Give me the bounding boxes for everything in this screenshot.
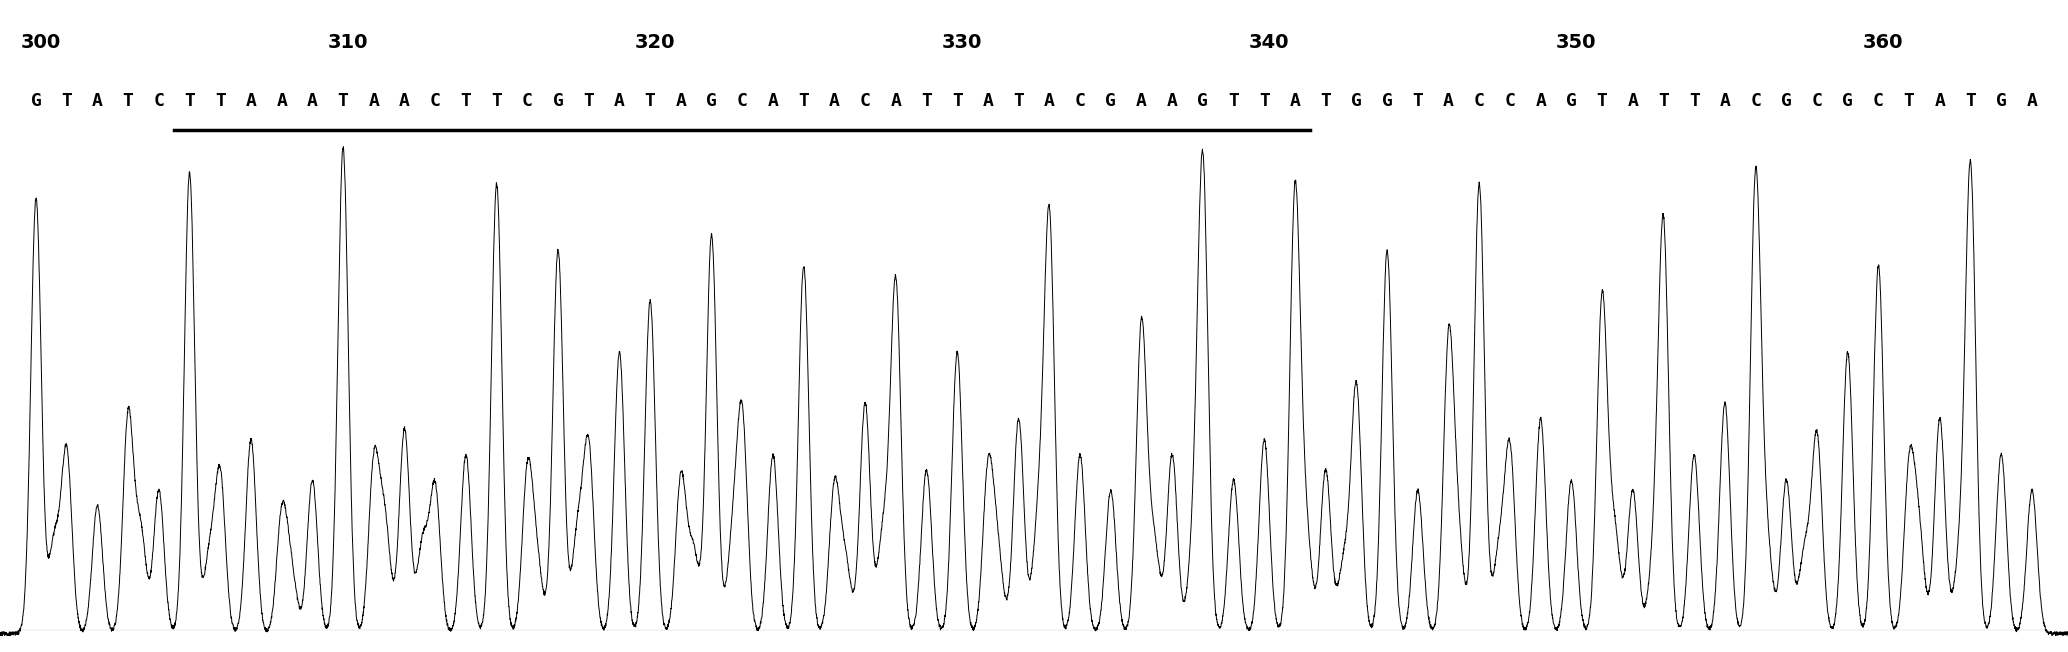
Text: G: G (705, 92, 718, 110)
Text: T: T (1690, 92, 1700, 110)
Text: A: A (368, 92, 378, 110)
Text: A: A (1443, 92, 1454, 110)
Text: G: G (1565, 92, 1576, 110)
Text: A: A (399, 92, 409, 110)
Text: C: C (1812, 92, 1822, 110)
Text: A: A (1934, 92, 1946, 110)
Text: 360: 360 (1863, 33, 1903, 52)
Text: C: C (153, 92, 163, 110)
Text: G: G (1197, 92, 1208, 110)
Text: A: A (306, 92, 318, 110)
Text: A: A (1628, 92, 1638, 110)
Text: A: A (246, 92, 256, 110)
Text: A: A (2027, 92, 2037, 110)
Text: T: T (184, 92, 194, 110)
Text: T: T (1259, 92, 1270, 110)
Text: C: C (521, 92, 534, 110)
Text: 340: 340 (1249, 33, 1290, 52)
Text: A: A (1044, 92, 1055, 110)
Text: T: T (461, 92, 472, 110)
Text: A: A (277, 92, 287, 110)
Text: A: A (1135, 92, 1148, 110)
Text: T: T (1659, 92, 1669, 110)
Text: C: C (860, 92, 871, 110)
Text: T: T (1412, 92, 1423, 110)
Text: T: T (62, 92, 72, 110)
Text: G: G (31, 92, 41, 110)
Text: A: A (1719, 92, 1731, 110)
Text: A: A (767, 92, 778, 110)
Text: G: G (1996, 92, 2006, 110)
Text: A: A (1166, 92, 1177, 110)
Text: T: T (798, 92, 809, 110)
Text: A: A (614, 92, 625, 110)
Text: T: T (122, 92, 134, 110)
Text: T: T (1905, 92, 1915, 110)
Text: T: T (1319, 92, 1332, 110)
Text: G: G (1843, 92, 1853, 110)
Text: T: T (920, 92, 933, 110)
Text: T: T (645, 92, 656, 110)
Text: A: A (676, 92, 687, 110)
Text: T: T (1013, 92, 1024, 110)
Text: C: C (736, 92, 749, 110)
Text: A: A (1290, 92, 1301, 110)
Text: T: T (1228, 92, 1239, 110)
Text: T: T (492, 92, 503, 110)
Text: 330: 330 (941, 33, 982, 52)
Text: 320: 320 (635, 33, 676, 52)
Text: T: T (1965, 92, 1977, 110)
Text: C: C (1750, 92, 1762, 110)
Text: T: T (215, 92, 225, 110)
Text: G: G (1104, 92, 1117, 110)
Text: A: A (982, 92, 993, 110)
Text: T: T (583, 92, 594, 110)
Text: C: C (1506, 92, 1516, 110)
Text: G: G (552, 92, 562, 110)
Text: C: C (1874, 92, 1884, 110)
Text: 310: 310 (327, 33, 368, 52)
Text: T: T (951, 92, 964, 110)
Text: T: T (1596, 92, 1607, 110)
Text: A: A (891, 92, 902, 110)
Text: G: G (1781, 92, 1791, 110)
Text: T: T (337, 92, 349, 110)
Text: C: C (1474, 92, 1485, 110)
Text: A: A (91, 92, 103, 110)
Text: G: G (1381, 92, 1392, 110)
Text: C: C (1075, 92, 1086, 110)
Text: A: A (1534, 92, 1547, 110)
Text: 350: 350 (1555, 33, 1596, 52)
Text: G: G (1350, 92, 1363, 110)
Text: A: A (829, 92, 840, 110)
Text: 300: 300 (21, 33, 60, 52)
Text: C: C (430, 92, 440, 110)
